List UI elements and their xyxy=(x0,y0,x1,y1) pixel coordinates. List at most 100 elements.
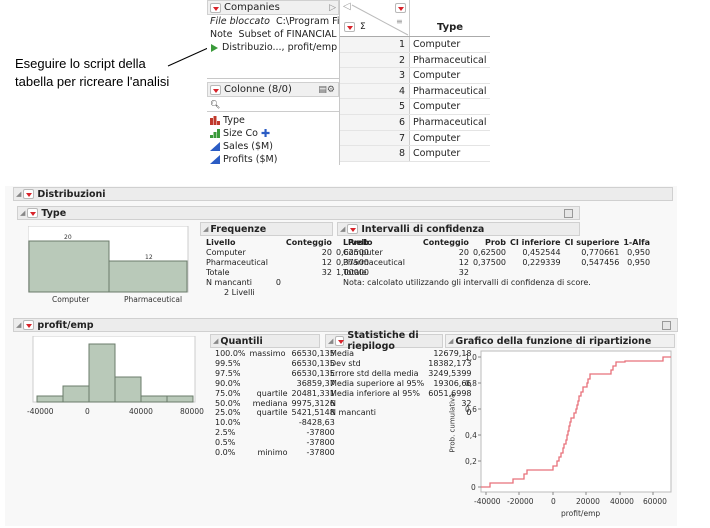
columns-title: Colonne (8/0) xyxy=(224,84,292,95)
outline-distribuzioni[interactable]: ◢ Distribuzioni xyxy=(13,187,673,201)
table-row[interactable]: 2 Pharmaceutical xyxy=(340,52,490,69)
outline-cdf[interactable]: ◢ Grafico della funzione di ripartizione xyxy=(445,334,675,348)
disclosure-icon[interactable]: ◢ xyxy=(20,209,26,217)
callout-line-2: tabella per ricreare l'analisi xyxy=(15,74,170,89)
table-row: 0.5% -37800 xyxy=(215,438,335,448)
summary-table: Media 12679,18 Dev std 18382,173 Errore st… xyxy=(330,349,476,418)
callout-annotation: Eseguire lo script della tabella per ric… xyxy=(15,55,169,91)
table-row: 10.0% -8428,63 xyxy=(215,418,335,428)
table-row[interactable]: 3 Computer xyxy=(340,68,490,84)
disclosure-icon[interactable]: ◢ xyxy=(16,321,22,329)
disclosure-icon[interactable]: ◢ xyxy=(213,337,219,345)
outline-confidence-intervals[interactable]: ◢ Intervalli di confidenza xyxy=(337,222,580,236)
table-row[interactable]: 6 Pharmaceutical xyxy=(340,114,490,131)
outline-profit-emp[interactable]: ◢ profit/emp xyxy=(13,318,678,332)
table-row: Computer 20 0,62500 0,452544 0,770661 0,950 xyxy=(343,248,651,257)
red-triangle-menu-icon[interactable] xyxy=(23,189,35,199)
search-icon: 🔍︎ xyxy=(210,100,221,109)
column-item-type[interactable]: Type xyxy=(207,114,339,127)
column-settings-icon[interactable]: ▤⚙ xyxy=(318,84,335,95)
outline-quantili[interactable]: ◢ Quantili xyxy=(210,334,320,348)
red-triangle-menu-icon[interactable] xyxy=(335,336,345,346)
table-panel: Companies ▷ File bloccato C:\Program Fil… xyxy=(207,0,340,165)
frequencies-table: Livello Conteggio Prob Computer 20 0,62500 P… xyxy=(206,238,373,298)
table-row: Media inferiore al 95% 6051,6998 xyxy=(330,388,472,398)
continuous-icon xyxy=(210,142,220,151)
table-row: 50.0% mediana 9975,3126 xyxy=(215,398,335,408)
column-item-size-co[interactable]: Size Co ✚ xyxy=(207,127,339,140)
table-row: 97.5% 66530,135 xyxy=(215,368,335,378)
note-row: Note Subset of FINANCIAL xyxy=(210,29,337,40)
disclosure-icon[interactable]: ◢ xyxy=(16,190,22,198)
ordinal-icon xyxy=(210,129,220,138)
table-row: Pharmaceutical 12 0,37500 xyxy=(206,258,370,267)
table-row: 2.5% -37800 xyxy=(215,428,335,438)
sort-icon[interactable]: ≡ xyxy=(396,17,403,26)
disclosure-icon[interactable]: ◢ xyxy=(328,337,334,345)
table-script[interactable]: Distribuzio..., profit/emp xyxy=(207,41,339,54)
copy-icon[interactable] xyxy=(662,320,671,330)
table-row: Dev std 18382,173 xyxy=(330,358,472,368)
table-body: 1 Computer 2 Pharmaceutical 3 Computer 4 Pha… xyxy=(340,37,490,162)
table-row[interactable]: 1 Computer xyxy=(340,37,490,53)
column-header-type[interactable]: Type xyxy=(436,22,464,33)
type-bar-chart: 20 12 Computer Pharmaceutical xyxy=(27,225,193,306)
table-row: Errore std della media 3249,5399 xyxy=(330,368,472,378)
collapse-left-icon[interactable]: ◁ xyxy=(343,1,351,12)
disclosure-icon[interactable]: ◢ xyxy=(340,225,346,233)
confidence-table: Livello Conteggio Prob CI inferiore CI s… xyxy=(343,238,654,288)
table-row: 25.0% quartile 5421,5148 xyxy=(215,408,335,418)
quantiles-table: 100.0% massimo 66530,135 99.5% 66530,135 97… xyxy=(215,349,339,458)
red-triangle-menu-icon[interactable] xyxy=(347,224,359,234)
column-item-sales[interactable]: Sales ($M) xyxy=(207,140,339,153)
column-search[interactable]: 🔍︎ xyxy=(207,97,339,112)
outline-frequenze[interactable]: ◢ Frequenze xyxy=(200,222,333,236)
outline-summary-stats[interactable]: ◢ Statistiche di riepilogo xyxy=(325,330,443,352)
run-script-icon[interactable] xyxy=(211,43,218,52)
row-header-corner: ◁ Σ ≡ xyxy=(340,0,410,36)
table-row: 75.0% quartile 20481,331 xyxy=(215,388,335,398)
rows-menu-icon[interactable] xyxy=(344,22,355,32)
table-row[interactable]: 7 Computer xyxy=(340,130,490,147)
table-row: N 32 xyxy=(330,398,472,408)
table-row: Totale 32 1,00000 xyxy=(206,268,370,277)
table-row: Computer 20 0,62500 xyxy=(206,248,370,257)
file-locked-row: File bloccato C:\Program Fil xyxy=(210,16,339,27)
profit-histogram: -40000 0 40000 80000 xyxy=(27,335,204,416)
table-row: N mancanti 0 xyxy=(330,408,472,418)
red-triangle-menu-icon[interactable] xyxy=(210,2,221,13)
disclosure-icon[interactable]: ◢ xyxy=(448,337,454,345)
table-row: Media superiore al 95% 19306,66 xyxy=(330,378,472,388)
red-triangle-menu-icon[interactable] xyxy=(27,208,39,218)
table-row: Totale 32 xyxy=(343,268,469,277)
table-row: 99.5% 66530,135 xyxy=(215,358,335,368)
red-triangle-menu-icon[interactable] xyxy=(210,84,221,95)
disclosure-icon[interactable]: ◢ xyxy=(203,225,209,233)
distribution-report: ◢ Distribuzioni ◢ Type 20 12 Computer Ph… xyxy=(5,186,678,526)
companies-header[interactable]: Companies ▷ xyxy=(207,0,339,15)
outline-type[interactable]: ◢ Type xyxy=(17,206,580,220)
data-grid: ◁ Σ ≡ Type 1 Computer 2 Pharmaceutical 3 Co… xyxy=(340,0,490,165)
table-row[interactable]: 8 Computer xyxy=(340,146,490,162)
nominal-icon xyxy=(210,116,220,125)
sigma-icon[interactable]: Σ xyxy=(360,22,366,32)
expand-right-icon[interactable]: ▷ xyxy=(329,2,336,13)
red-triangle-menu-icon[interactable] xyxy=(23,320,35,330)
callout-pointer xyxy=(167,47,209,67)
table-row: 100.0% massimo 66530,135 xyxy=(215,349,335,358)
table-row: Media 12679,18 xyxy=(330,349,472,358)
callout-line-1: Eseguire lo script della xyxy=(15,56,146,71)
confidence-note: Nota: calcolato utilizzando gli interval… xyxy=(343,278,591,287)
cdf-chart: 1,0 0,8 0,6 0,4 0,2 0 -40000 -20000 0 20… xyxy=(445,349,677,524)
column-item-profits[interactable]: Profits ($M) xyxy=(207,153,339,166)
columns-menu-icon[interactable] xyxy=(395,3,406,13)
table-row[interactable]: 5 Computer xyxy=(340,99,490,115)
table-row[interactable]: 4 Pharmaceutical xyxy=(340,83,490,100)
table-title: Companies xyxy=(224,2,280,13)
copy-icon[interactable] xyxy=(564,208,573,218)
table-row: 90.0% 36859,37 xyxy=(215,378,335,388)
continuous-icon xyxy=(210,155,220,164)
columns-header[interactable]: Colonne (8/0) ▤⚙ xyxy=(207,82,339,97)
table-row: Pharmaceutical 12 0,37500 0,229339 0,547456 0… xyxy=(343,258,651,267)
move-cursor-icon: ✚ xyxy=(260,127,271,140)
